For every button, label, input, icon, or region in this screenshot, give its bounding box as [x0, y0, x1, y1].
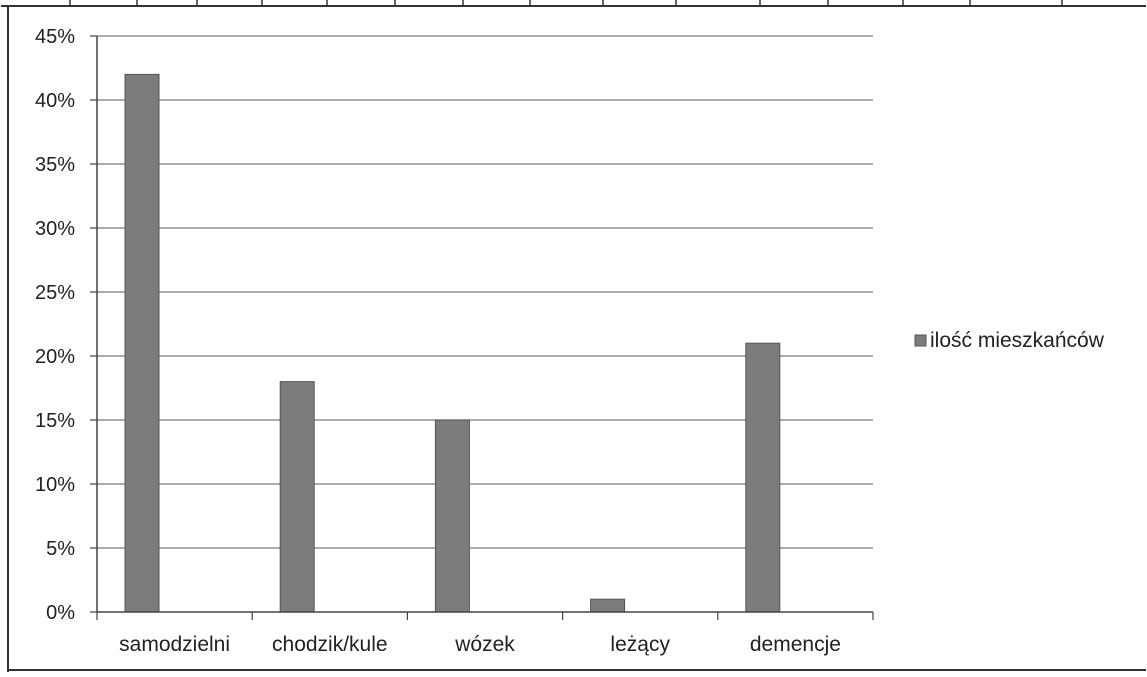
- x-tick-label: leżący: [610, 633, 670, 656]
- x-tick-label: chodzik/kule: [272, 633, 388, 656]
- y-tick-label: 0%: [46, 602, 75, 624]
- y-axis-ticks: [90, 35, 97, 613]
- legend: ilość mieszkańców: [914, 329, 1105, 352]
- y-tick-label: 25%: [35, 282, 75, 304]
- top-table-ticks: [69, 0, 1063, 6]
- bar-chodzik/kule: [279, 381, 315, 613]
- x-tick-label: demencje: [750, 633, 841, 656]
- gridlines: [97, 35, 873, 549]
- legend-swatch: [914, 334, 927, 347]
- x-tick-label: wózek: [454, 633, 515, 656]
- y-tick-label: 40%: [35, 90, 75, 112]
- y-axis-tick-labels: 0% 5% 10% 15% 20% 25% 30% 35% 40% 45%: [35, 26, 75, 624]
- x-tick-label: samodzielni: [119, 633, 230, 656]
- y-tick-label: 45%: [35, 26, 75, 48]
- y-tick-label: 10%: [35, 474, 75, 496]
- y-tick-label: 30%: [35, 218, 75, 240]
- y-tick-label: 5%: [46, 538, 75, 560]
- bar-wózek: [434, 419, 470, 613]
- y-tick-label: 15%: [35, 410, 75, 432]
- y-tick-label: 20%: [35, 346, 75, 368]
- bar-demencje: [745, 342, 781, 613]
- bar-leżący: [590, 598, 626, 613]
- legend-label: ilość mieszkańców: [930, 329, 1105, 352]
- bar-samodzielni: [124, 73, 160, 613]
- outer-frame: [1, 5, 1146, 672]
- bars: [124, 73, 781, 613]
- axes: [96, 36, 874, 620]
- y-tick-label: 35%: [35, 154, 75, 176]
- x-axis-tick-labels: samodzielni chodzik/kule wózek leżący demenc…: [119, 633, 841, 656]
